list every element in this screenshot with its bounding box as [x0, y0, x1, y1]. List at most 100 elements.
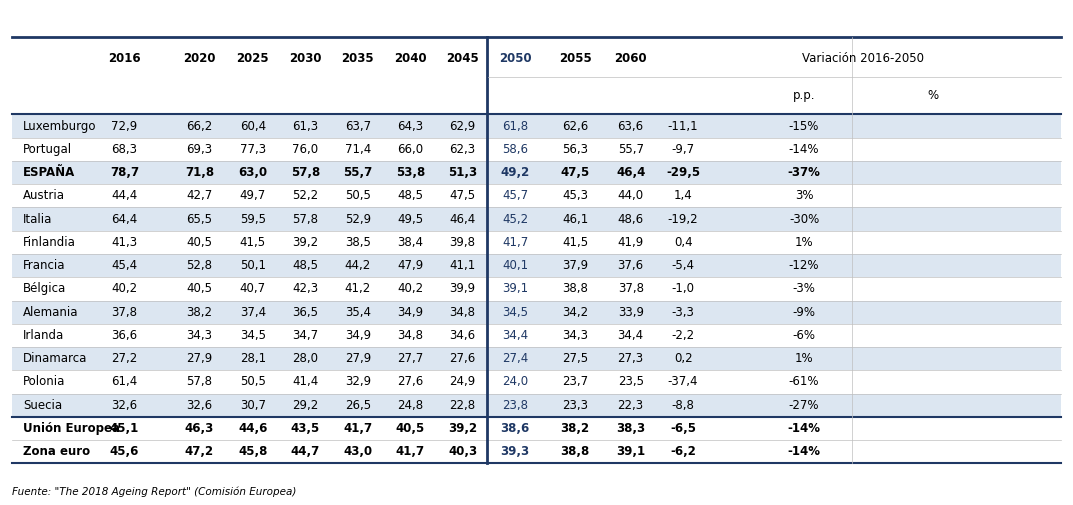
Text: 34,2: 34,2 — [562, 306, 588, 319]
Text: 59,5: 59,5 — [240, 213, 266, 226]
Text: 38,4: 38,4 — [397, 236, 423, 249]
Text: 27,2: 27,2 — [112, 352, 137, 365]
Text: 39,8: 39,8 — [450, 236, 475, 249]
Text: 61,8: 61,8 — [502, 120, 528, 132]
Text: 50,5: 50,5 — [240, 376, 266, 388]
Text: 52,8: 52,8 — [187, 259, 212, 272]
Text: -2,2: -2,2 — [672, 329, 694, 342]
Text: 44,6: 44,6 — [238, 422, 267, 435]
Text: 60,4: 60,4 — [240, 120, 266, 132]
Text: Suecia: Suecia — [23, 399, 62, 412]
Text: 40,3: 40,3 — [449, 445, 477, 459]
Text: Portugal: Portugal — [23, 143, 72, 156]
Text: Irlanda: Irlanda — [23, 329, 64, 342]
Text: 62,6: 62,6 — [562, 120, 588, 132]
Text: 23,8: 23,8 — [502, 399, 528, 412]
Text: 0,2: 0,2 — [674, 352, 692, 365]
Text: 51,3: 51,3 — [449, 166, 477, 179]
Text: 27,6: 27,6 — [450, 352, 475, 365]
Text: 49,5: 49,5 — [397, 213, 423, 226]
Text: 52,2: 52,2 — [292, 189, 319, 203]
Text: 27,4: 27,4 — [502, 352, 528, 365]
Text: 41,4: 41,4 — [292, 376, 319, 388]
Text: 66,0: 66,0 — [397, 143, 423, 156]
Text: Luxemburgo: Luxemburgo — [23, 120, 97, 132]
Text: 24,9: 24,9 — [450, 376, 475, 388]
Text: 34,5: 34,5 — [240, 329, 266, 342]
Text: 68,3: 68,3 — [112, 143, 137, 156]
Text: 34,4: 34,4 — [618, 329, 644, 342]
Text: 46,1: 46,1 — [562, 213, 588, 226]
Text: 37,9: 37,9 — [562, 259, 588, 272]
Text: p.p.: p.p. — [793, 89, 815, 102]
Bar — [12, 208, 1061, 231]
Text: -6,5: -6,5 — [671, 422, 696, 435]
Text: 55,7: 55,7 — [618, 143, 644, 156]
Text: 42,7: 42,7 — [187, 189, 212, 203]
Text: 49,2: 49,2 — [500, 166, 530, 179]
Text: 2060: 2060 — [615, 52, 647, 65]
Text: 45,2: 45,2 — [502, 213, 528, 226]
Text: 45,6: 45,6 — [109, 445, 139, 459]
Text: 26,5: 26,5 — [344, 399, 371, 412]
Text: 40,5: 40,5 — [396, 422, 425, 435]
Text: 37,8: 37,8 — [618, 282, 644, 295]
Text: 24,0: 24,0 — [502, 376, 528, 388]
Text: -9%: -9% — [793, 306, 815, 319]
Text: 50,5: 50,5 — [344, 189, 370, 203]
Text: -61%: -61% — [789, 376, 820, 388]
Text: 47,5: 47,5 — [560, 166, 590, 179]
Text: 41,5: 41,5 — [240, 236, 266, 249]
Text: 2020: 2020 — [183, 52, 216, 65]
Text: 1%: 1% — [795, 352, 813, 365]
Text: 44,4: 44,4 — [112, 189, 137, 203]
Bar — [12, 254, 1061, 277]
Text: 33,9: 33,9 — [618, 306, 644, 319]
Text: Unión Europea: Unión Europea — [23, 422, 120, 435]
Bar — [12, 347, 1061, 370]
Text: 3%: 3% — [795, 189, 813, 203]
Text: 46,4: 46,4 — [450, 213, 475, 226]
Text: 47,2: 47,2 — [185, 445, 214, 459]
Bar — [12, 393, 1061, 417]
Text: 32,6: 32,6 — [187, 399, 212, 412]
Text: 1%: 1% — [795, 236, 813, 249]
Text: 40,7: 40,7 — [240, 282, 266, 295]
Text: 57,8: 57,8 — [187, 376, 212, 388]
Text: 57,8: 57,8 — [291, 166, 320, 179]
Text: 34,9: 34,9 — [344, 329, 371, 342]
Text: Italia: Italia — [23, 213, 53, 226]
Text: 48,5: 48,5 — [397, 189, 423, 203]
Text: 65,5: 65,5 — [187, 213, 212, 226]
Text: 38,2: 38,2 — [560, 422, 589, 435]
Text: 41,7: 41,7 — [502, 236, 528, 249]
Text: 40,1: 40,1 — [502, 259, 528, 272]
Text: -8,8: -8,8 — [672, 399, 694, 412]
Text: 40,2: 40,2 — [397, 282, 423, 295]
Text: 1,4: 1,4 — [674, 189, 692, 203]
Text: Alemania: Alemania — [23, 306, 78, 319]
Text: 34,3: 34,3 — [187, 329, 212, 342]
Text: Finlandia: Finlandia — [23, 236, 76, 249]
Text: 27,3: 27,3 — [618, 352, 644, 365]
Text: 39,3: 39,3 — [500, 445, 530, 459]
Text: -29,5: -29,5 — [666, 166, 701, 179]
Text: -6,2: -6,2 — [671, 445, 696, 459]
Text: -27%: -27% — [789, 399, 820, 412]
Text: 76,0: 76,0 — [292, 143, 319, 156]
Text: 27,9: 27,9 — [187, 352, 212, 365]
Text: 47,5: 47,5 — [450, 189, 475, 203]
Text: 23,7: 23,7 — [562, 376, 588, 388]
Text: 44,0: 44,0 — [618, 189, 644, 203]
Text: 48,5: 48,5 — [292, 259, 319, 272]
Text: -14%: -14% — [788, 445, 821, 459]
Text: 39,1: 39,1 — [616, 445, 645, 459]
Text: 2050: 2050 — [499, 52, 531, 65]
Text: -3%: -3% — [793, 282, 815, 295]
Text: 27,6: 27,6 — [397, 376, 424, 388]
Bar — [12, 300, 1061, 324]
Text: 41,2: 41,2 — [344, 282, 371, 295]
Text: 49,7: 49,7 — [239, 189, 266, 203]
Text: -6%: -6% — [793, 329, 815, 342]
Text: 62,9: 62,9 — [450, 120, 475, 132]
